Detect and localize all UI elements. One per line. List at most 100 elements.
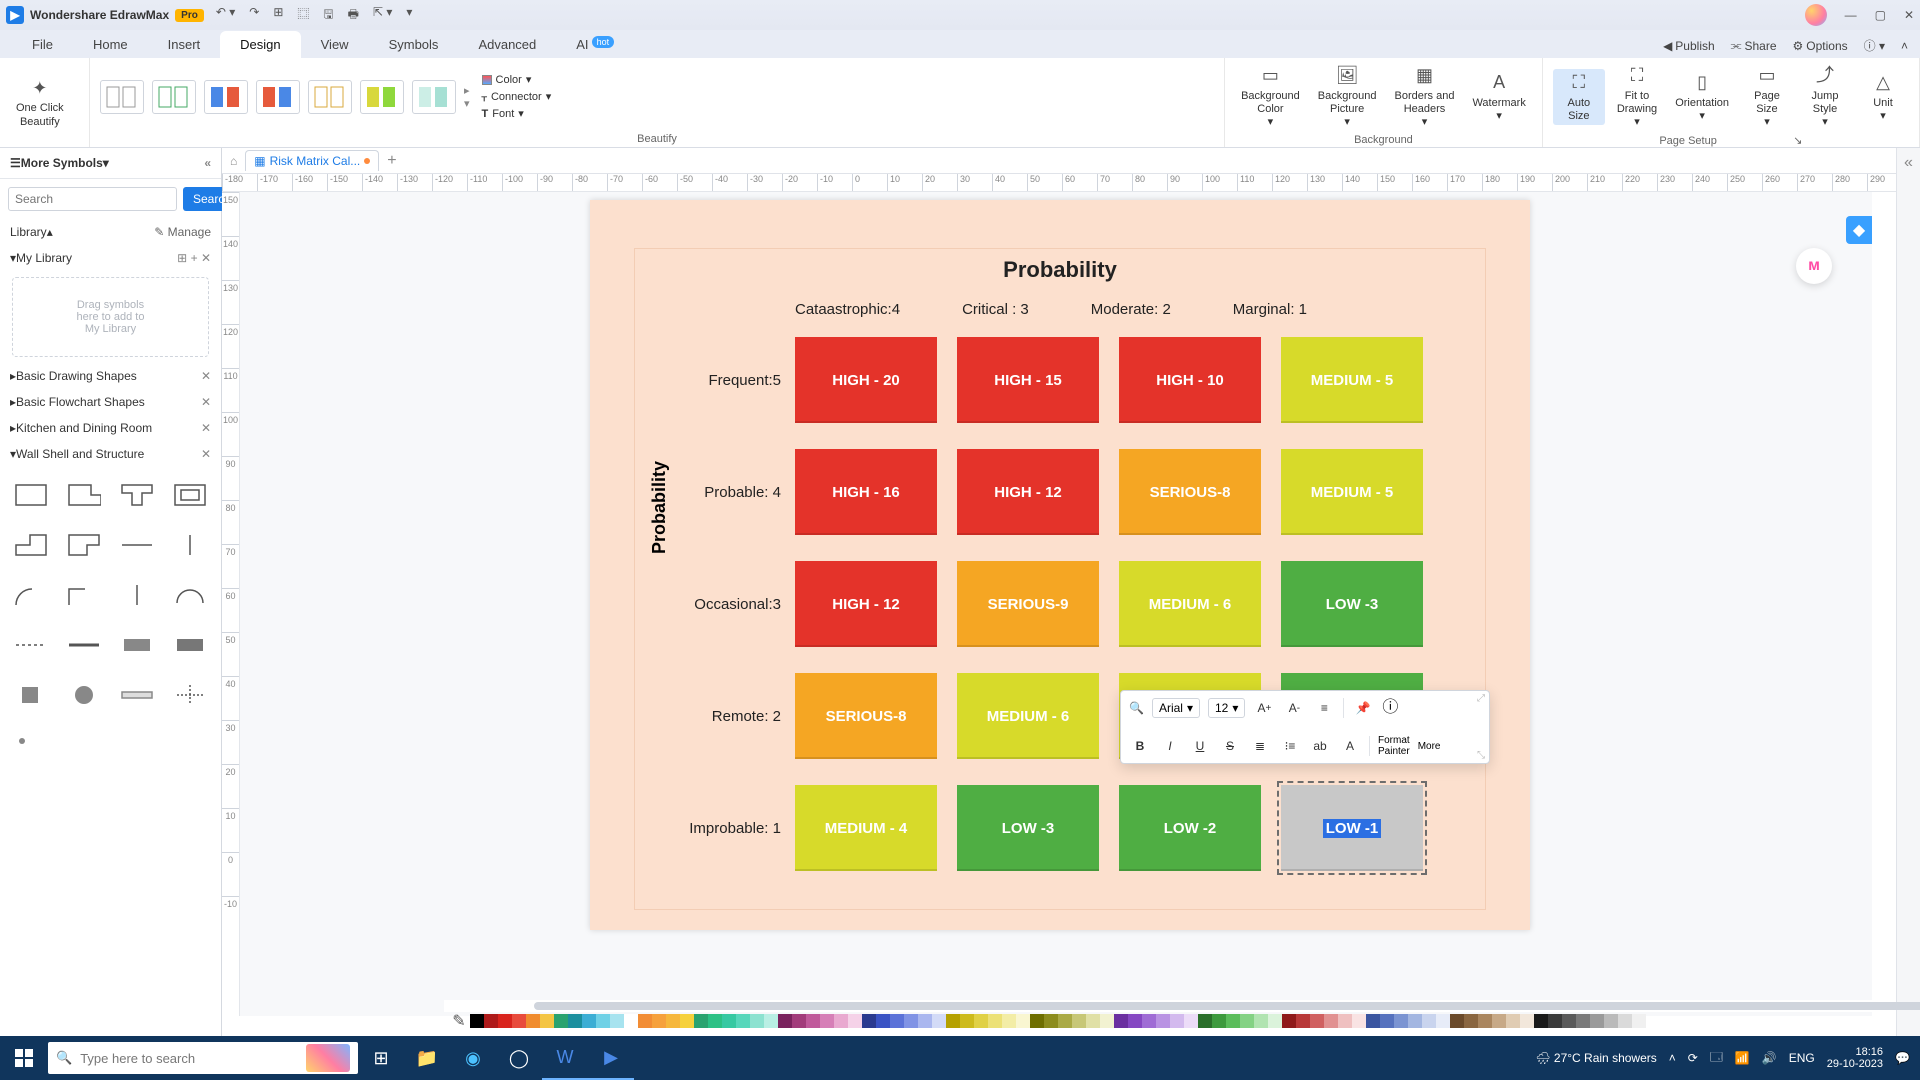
color-swatch[interactable] [1338, 1014, 1352, 1028]
open-icon[interactable]: ⿴ [297, 5, 309, 26]
bg-picture-button[interactable]: 🖼Background Picture▾ [1312, 62, 1383, 132]
matrix-cell[interactable]: SERIOUS-9 [957, 561, 1099, 647]
color-swatch[interactable] [764, 1014, 778, 1028]
color-swatch[interactable] [932, 1014, 946, 1028]
font-family-select[interactable]: Arial ▾ [1152, 698, 1200, 718]
matrix-cell[interactable]: MEDIUM - 6 [957, 673, 1099, 759]
one-click-beautify-button[interactable]: ✦One Click Beautify [10, 74, 70, 130]
color-swatch[interactable] [792, 1014, 806, 1028]
color-swatch[interactable] [498, 1014, 512, 1028]
cortana-icon[interactable] [306, 1044, 350, 1072]
color-swatch[interactable] [1044, 1014, 1058, 1028]
document-tab[interactable]: ▦Risk Matrix Cal... [245, 150, 379, 171]
ai-assistant-icon[interactable]: ᴍ [1796, 248, 1832, 284]
matrix-cell[interactable]: HIGH - 12 [957, 449, 1099, 535]
menu-home[interactable]: Home [73, 31, 148, 58]
page-size-button[interactable]: ▭Page Size▾ [1741, 62, 1793, 132]
tray-lang[interactable]: ENG [1789, 1051, 1815, 1065]
color-swatch[interactable] [1422, 1014, 1436, 1028]
color-swatch[interactable] [1030, 1014, 1044, 1028]
symbol-search-input[interactable] [8, 187, 177, 211]
color-swatch[interactable] [904, 1014, 918, 1028]
style-preset-1[interactable] [100, 80, 144, 114]
color-swatch[interactable] [1058, 1014, 1072, 1028]
color-swatch[interactable] [554, 1014, 568, 1028]
file-explorer-icon[interactable]: 📁 [404, 1036, 450, 1080]
matrix-cell[interactable]: SERIOUS-8 [795, 673, 937, 759]
color-swatch[interactable] [876, 1014, 890, 1028]
color-swatch[interactable] [778, 1014, 792, 1028]
shape-dot[interactable] [10, 725, 53, 765]
color-swatch[interactable] [1520, 1014, 1534, 1028]
color-swatch[interactable] [1016, 1014, 1030, 1028]
shape-corner[interactable] [63, 575, 106, 615]
color-swatch[interactable] [1072, 1014, 1086, 1028]
tab-home-icon[interactable]: ⌂ [230, 154, 237, 168]
menu-symbols[interactable]: Symbols [369, 31, 459, 58]
color-swatch[interactable] [1632, 1014, 1646, 1028]
publish-button[interactable]: ◀ Publish [1663, 39, 1715, 53]
right-panel-toggle[interactable]: ◆ [1846, 216, 1872, 244]
tray-chevron-icon[interactable]: ˄ [1669, 1051, 1676, 1065]
library-drop-zone[interactable]: Drag symbols here to add to My Library [12, 277, 209, 357]
matrix-cell[interactable]: HIGH - 20 [795, 337, 937, 423]
style-preset-2[interactable] [152, 80, 196, 114]
color-swatch[interactable] [750, 1014, 764, 1028]
orientation-button[interactable]: ▯Orientation▾ [1669, 69, 1735, 125]
color-swatch[interactable] [1352, 1014, 1366, 1028]
menu-ai[interactable]: AIhot [556, 31, 634, 58]
shape-circle[interactable] [63, 675, 106, 715]
help-icon[interactable]: ⓘ ▾ [1864, 37, 1885, 54]
underline-icon[interactable]: U [1189, 735, 1211, 757]
ribbon-connector-button[interactable]: ᚁConnector ▾ [478, 89, 556, 104]
maximize-icon[interactable]: ▢ [1875, 8, 1886, 22]
notifications-icon[interactable]: 💬 [1895, 1051, 1910, 1065]
color-swatch[interactable] [1450, 1014, 1464, 1028]
color-swatch[interactable] [1324, 1014, 1338, 1028]
collapse-panel-icon[interactable]: « [204, 156, 211, 170]
section-kitchen[interactable]: Kitchen and Dining Room [16, 421, 152, 435]
export-icon[interactable]: ⇱ ▾ [373, 5, 392, 26]
bg-color-button[interactable]: ▭Background Color▾ [1235, 62, 1306, 132]
start-button[interactable] [0, 1036, 48, 1080]
more-symbols-label[interactable]: More Symbols [21, 156, 103, 170]
share-button[interactable]: ⫘ Share [1731, 38, 1777, 53]
matrix-cell[interactable]: LOW -3 [1281, 561, 1423, 647]
horizontal-scrollbar[interactable] [444, 1000, 1872, 1012]
section-wall-shell[interactable]: Wall Shell and Structure [16, 447, 144, 461]
color-swatch[interactable] [1212, 1014, 1226, 1028]
matrix-cell[interactable]: HIGH - 12 [795, 561, 937, 647]
color-swatch[interactable] [1310, 1014, 1324, 1028]
bulleted-list-icon[interactable]: ⁝≡ [1279, 735, 1301, 757]
manage-link[interactable]: ✎ Manage [154, 225, 211, 239]
matrix-cell[interactable]: MEDIUM - 6 [1119, 561, 1261, 647]
resize-handle-icon[interactable]: ⤡ [1477, 750, 1485, 761]
style-preset-5[interactable] [308, 80, 352, 114]
color-swatch[interactable] [1184, 1014, 1198, 1028]
color-swatch[interactable] [1142, 1014, 1156, 1028]
color-swatch[interactable] [862, 1014, 876, 1028]
color-swatch[interactable] [1240, 1014, 1254, 1028]
color-swatch[interactable] [1268, 1014, 1282, 1028]
shape-rect[interactable] [10, 475, 53, 515]
shape-ruler[interactable] [116, 675, 159, 715]
matrix-cell[interactable]: MEDIUM - 4 [795, 785, 937, 871]
color-swatch[interactable] [1506, 1014, 1520, 1028]
chrome-icon[interactable]: ◯ [496, 1036, 542, 1080]
shape-fillsquare[interactable] [10, 675, 53, 715]
menu-insert[interactable]: Insert [148, 31, 221, 58]
shape-frame[interactable] [168, 475, 211, 515]
color-swatch[interactable] [1562, 1014, 1576, 1028]
color-swatch[interactable] [1282, 1014, 1296, 1028]
color-swatch[interactable] [1296, 1014, 1310, 1028]
color-swatch[interactable] [694, 1014, 708, 1028]
shape-fillrect[interactable] [116, 625, 159, 665]
color-swatch[interactable] [582, 1014, 596, 1028]
color-swatch[interactable] [512, 1014, 526, 1028]
color-swatch[interactable] [918, 1014, 932, 1028]
new-icon[interactable]: ⊞ [273, 5, 283, 26]
color-swatch[interactable] [1002, 1014, 1016, 1028]
color-swatch[interactable] [890, 1014, 904, 1028]
shape-arc[interactable] [10, 575, 53, 615]
shape-vline[interactable] [168, 525, 211, 565]
